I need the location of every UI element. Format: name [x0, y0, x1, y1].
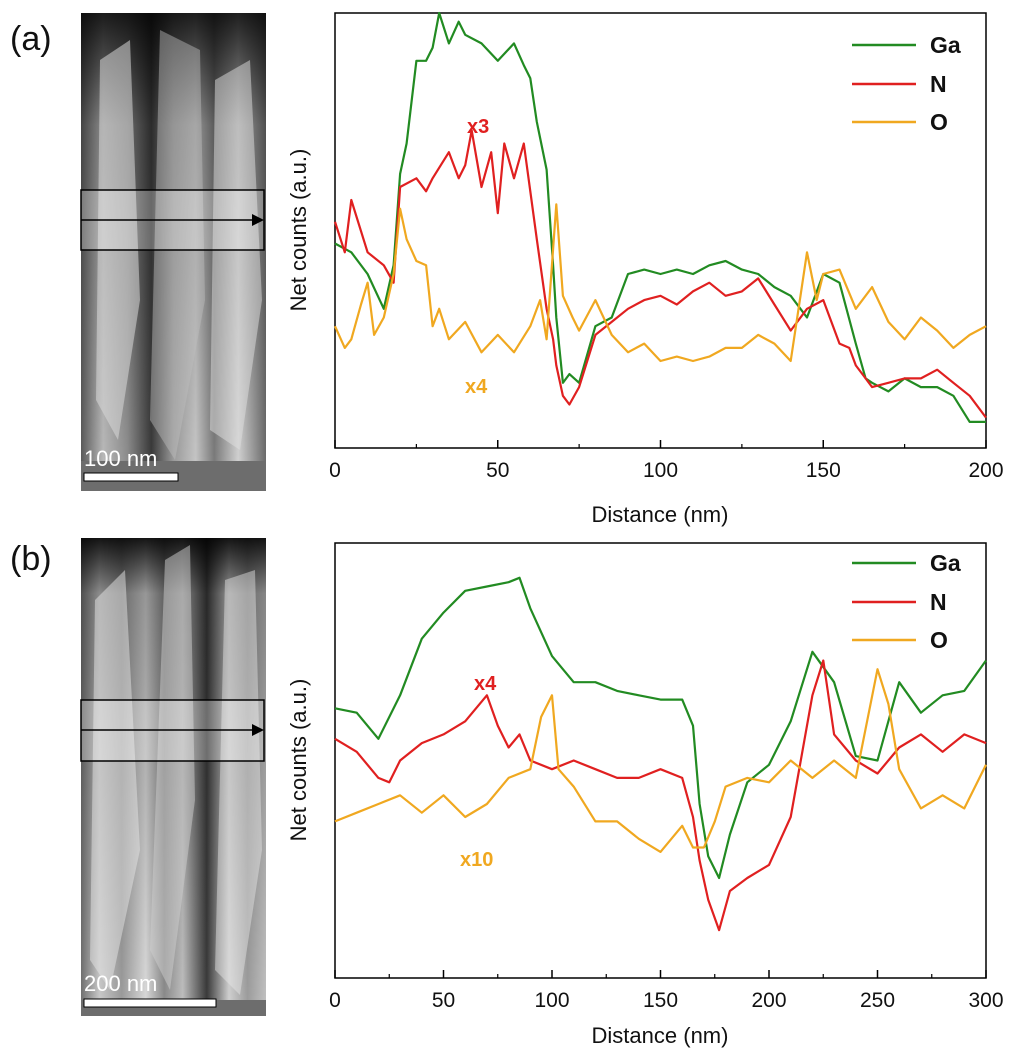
multiplier-o-b: x10 [460, 849, 493, 871]
legend-label-ga-b: Ga [930, 550, 961, 576]
y-axis-title-a: Net counts (a.u.) [286, 149, 311, 312]
multiplier-n-a: x3 [467, 116, 489, 138]
scan-arrow-a [252, 214, 264, 226]
series-line-n-a [333, 129, 987, 419]
tem-image-b: 200 nm [80, 538, 266, 1016]
x-axis-title-b: Distance (nm) [592, 1023, 729, 1048]
x-tick-label: 100 [534, 989, 569, 1012]
x-axis-b: 0 50 100 150 200 250 300 [329, 970, 1004, 1012]
x-axis-title-a: Distance (nm) [592, 502, 729, 527]
series-line-o-b [334, 668, 987, 854]
x-tick-label: 150 [806, 459, 841, 482]
x-tick-label: 150 [643, 989, 678, 1012]
scale-label-b: 200 nm [84, 971, 157, 996]
y-axis-title-b: Net counts (a.u.) [286, 679, 311, 842]
series-group-b [334, 576, 987, 932]
x-tick-label: 200 [968, 459, 1003, 482]
x-tick-label: 100 [643, 459, 678, 482]
x-tick-label: 300 [968, 989, 1003, 1012]
x-tick-label: 50 [432, 989, 455, 1012]
multiplier-o-a: x4 [465, 376, 488, 398]
x-tick-label: 250 [860, 989, 895, 1012]
x-tick-label: 50 [486, 459, 509, 482]
x-tick-label: 200 [751, 989, 786, 1012]
scan-arrow-b [252, 724, 264, 736]
x-axis-a: 0 50 100 150 200 [329, 440, 1004, 482]
scale-bar-b [83, 998, 217, 1008]
legend-label-o-a: O [930, 109, 948, 135]
legend-label-n-a: N [930, 71, 947, 97]
legend-label-o-b: O [930, 627, 948, 653]
legend-a: Ga N O [852, 32, 961, 135]
multiplier-n-b: x4 [474, 673, 497, 695]
chart-a: 0 50 100 150 200 Distance (nm) Net counts (a… [286, 11, 1004, 527]
x-tick-label: 0 [329, 459, 341, 482]
x-tick-label: 0 [329, 989, 341, 1012]
legend-label-ga-a: Ga [930, 32, 961, 58]
series-line-n-b [334, 659, 987, 932]
panel-label-a: (a) [10, 20, 52, 58]
panel-label-b: (b) [10, 540, 52, 578]
tem-image-a: 100 nm [80, 13, 266, 491]
series-line-o-a [333, 203, 987, 363]
chart-b: 0 50 100 150 200 250 300 Distance (nm) Net cou… [286, 542, 1004, 1048]
scale-bar-a [83, 472, 179, 482]
series-line-ga-b [334, 576, 987, 880]
series-line-ga-a [334, 11, 986, 423]
scale-label-a: 100 nm [84, 446, 157, 471]
legend-b: Ga N O [852, 550, 961, 653]
series-group-a [333, 11, 987, 423]
legend-label-n-b: N [930, 589, 947, 615]
